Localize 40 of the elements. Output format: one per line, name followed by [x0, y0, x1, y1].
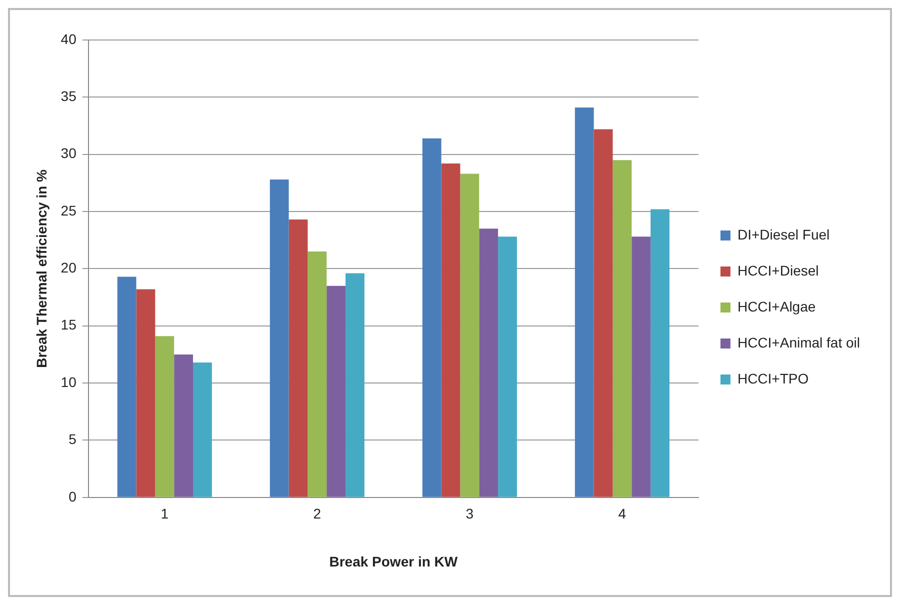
bar: [612, 160, 632, 497]
bar: [574, 107, 594, 497]
y-tick-label: 40: [60, 30, 77, 47]
bar: [288, 220, 308, 497]
legend-label: HCCI+Diesel: [737, 262, 819, 278]
y-tick-label: 25: [60, 202, 77, 218]
bar: [346, 273, 364, 497]
x-tick-label: 2: [313, 506, 322, 522]
y-tick-label: 30: [60, 145, 77, 162]
bar: [479, 228, 498, 497]
bar: [594, 129, 613, 497]
x-tick-label: 4: [618, 506, 626, 522]
x-axis-title: Break Power in KW: [329, 553, 458, 570]
y-tick-label: 20: [60, 260, 77, 276]
bar: [136, 289, 156, 497]
bar: [441, 164, 460, 497]
y-tick-label: 5: [68, 431, 77, 448]
legend-label: HCCI+Animal fat oil: [737, 334, 860, 350]
legend-label: HCCI+Algae: [737, 298, 816, 314]
bar: [632, 236, 651, 497]
y-tick-label: 10: [60, 374, 77, 390]
bar: [155, 336, 174, 497]
legend-label: DI+Diesel Fuel: [737, 226, 830, 242]
y-tick-label: 0: [68, 488, 77, 504]
bar: [174, 354, 193, 497]
y-axis-title: Break Thermal efficiency in %: [33, 168, 50, 368]
bar: [650, 209, 670, 497]
y-tick-label: 35: [60, 88, 77, 104]
bar: [270, 180, 289, 497]
legend-label: HCCI+TPO: [737, 370, 809, 386]
bar: [308, 252, 327, 497]
bar: [498, 236, 517, 497]
bar: [460, 174, 480, 497]
x-tick-label: 1: [160, 506, 169, 522]
bar: [422, 138, 442, 497]
y-tick-label: 15: [60, 316, 77, 333]
bar: [326, 286, 346, 497]
bar: [117, 276, 136, 497]
bar: [193, 362, 212, 497]
x-tick-label: 3: [466, 506, 474, 522]
